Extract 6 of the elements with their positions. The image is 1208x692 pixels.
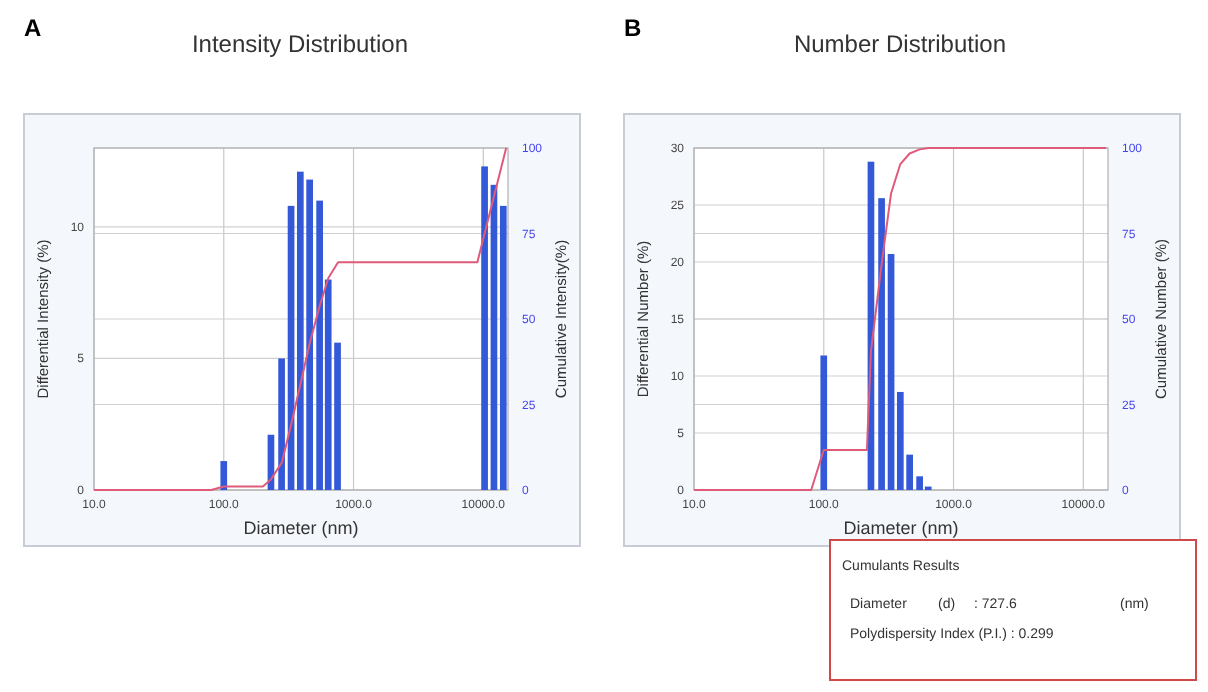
text: B [624,14,642,42]
chart-title: Intensity Distribution [191,30,409,58]
chart-title: Number Distribution [793,30,1007,58]
x-axis-title: Diameter (nm) [843,518,959,538]
x-axis-title: Diameter (nm) [243,518,359,538]
text: A [24,14,42,42]
